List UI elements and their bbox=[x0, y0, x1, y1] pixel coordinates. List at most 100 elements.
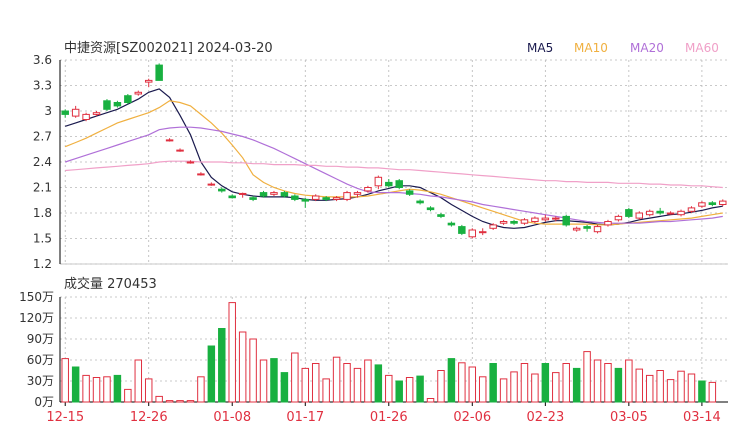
volume-bar bbox=[332, 356, 341, 403]
volume-bar bbox=[698, 380, 706, 403]
ma10-legend: MA10 bbox=[574, 41, 608, 55]
volume-bar bbox=[426, 398, 435, 403]
candle-body bbox=[270, 192, 278, 195]
candle-body bbox=[207, 183, 216, 186]
volume-bar bbox=[437, 370, 445, 403]
candle-body bbox=[478, 231, 487, 234]
candle-body bbox=[103, 100, 111, 110]
candle-body bbox=[322, 197, 330, 200]
candle-body bbox=[520, 219, 529, 224]
candle-body bbox=[395, 180, 403, 188]
candle-body bbox=[113, 102, 122, 107]
date-tick-label: 01-26 bbox=[370, 410, 408, 425]
volume-tick-label: 0万 bbox=[34, 395, 54, 409]
volume-bar bbox=[259, 359, 268, 403]
volume-bar bbox=[593, 359, 602, 403]
candle-body bbox=[708, 202, 717, 206]
volume-bar bbox=[416, 375, 424, 403]
ma5-line bbox=[65, 88, 723, 229]
date-tick-label: 03-14 bbox=[683, 410, 721, 425]
candle-body bbox=[364, 187, 372, 192]
candle-body bbox=[61, 110, 69, 115]
volume-bar bbox=[291, 352, 299, 403]
candle-body bbox=[144, 79, 153, 83]
candle-body bbox=[259, 192, 268, 197]
candle-body bbox=[510, 221, 518, 224]
candle-body bbox=[635, 212, 644, 219]
candle-body bbox=[447, 222, 456, 226]
candle-body bbox=[385, 181, 393, 187]
candle-body bbox=[155, 64, 163, 81]
candle-body bbox=[416, 200, 424, 204]
volume-bar bbox=[405, 377, 414, 403]
volume-bar bbox=[625, 359, 633, 403]
candle-body bbox=[165, 139, 174, 142]
price-tick-label: 2.4 bbox=[33, 155, 52, 169]
volume-y-axis: 150万 120万 90万 60万 30万 0万 bbox=[19, 290, 728, 409]
candle-body bbox=[687, 207, 696, 212]
volume-bar bbox=[165, 400, 174, 403]
volume-bar bbox=[583, 351, 591, 403]
volume-bar bbox=[144, 378, 153, 403]
candle-body bbox=[176, 149, 184, 152]
volume-tick-label: 30万 bbox=[27, 374, 54, 388]
candle-body bbox=[583, 226, 591, 229]
volume-bar bbox=[311, 363, 320, 403]
candle-body bbox=[228, 195, 236, 199]
volume-tick-label: 60万 bbox=[27, 353, 54, 367]
price-tick-label: 3 bbox=[44, 104, 52, 118]
volume-bar bbox=[228, 302, 236, 403]
candle-body bbox=[332, 197, 341, 200]
volume-bar bbox=[155, 395, 163, 403]
volume-tick-label: 90万 bbox=[27, 332, 54, 346]
candle-body bbox=[572, 227, 581, 231]
volume-bar bbox=[677, 370, 685, 403]
candle-body bbox=[374, 176, 383, 187]
candle-body bbox=[82, 113, 90, 121]
volume-bars bbox=[61, 302, 717, 403]
volume-bar bbox=[385, 374, 393, 403]
volume-bar bbox=[353, 367, 362, 403]
candle-body bbox=[197, 173, 205, 176]
candle-body bbox=[604, 221, 612, 226]
date-tick-label: 01-08 bbox=[213, 410, 251, 425]
price-tick-label: 3.6 bbox=[33, 53, 52, 67]
candle-body bbox=[437, 214, 445, 217]
date-axis: 12-15 12-26 01-08 01-17 01-26 02-06 02-23 03-05… bbox=[46, 402, 721, 425]
date-tick-label: 01-17 bbox=[286, 410, 324, 425]
candle-body bbox=[238, 192, 247, 195]
price-y-axis: 3.6 3.3 3 2.7 2.4 2.1 1.8 1.5 1.2 bbox=[33, 53, 61, 271]
price-tick-label: 1.8 bbox=[33, 206, 52, 220]
price-tick-label: 2.1 bbox=[33, 181, 52, 195]
candle-body bbox=[218, 188, 226, 192]
volume-bar bbox=[635, 368, 644, 403]
volume-bar bbox=[71, 366, 80, 403]
volume-bar bbox=[541, 363, 550, 403]
volume-bar bbox=[614, 367, 623, 403]
volume-bar bbox=[447, 358, 456, 403]
volume-bar bbox=[708, 381, 717, 403]
chart-title: 中捷资源[SZ002021] 2024-03-20 bbox=[64, 41, 273, 56]
date-tick-label: 12-15 bbox=[46, 410, 84, 425]
candle-body bbox=[677, 210, 685, 216]
ma20-line bbox=[65, 126, 723, 224]
volume-bar bbox=[364, 359, 372, 403]
candle-body bbox=[280, 192, 289, 197]
volume-bar bbox=[134, 359, 143, 403]
volume-bar bbox=[531, 373, 539, 403]
volume-bar bbox=[374, 364, 383, 403]
candle-body bbox=[301, 198, 310, 202]
volume-bar bbox=[343, 363, 351, 403]
volume-bar bbox=[238, 331, 247, 403]
volume-bar bbox=[322, 378, 330, 403]
volume-bar bbox=[113, 374, 122, 403]
date-tick-label: 12-26 bbox=[130, 410, 168, 425]
price-grid bbox=[60, 59, 728, 265]
candle-body bbox=[124, 95, 132, 103]
candle-body bbox=[134, 91, 143, 95]
candle-body bbox=[541, 217, 550, 221]
candle-body bbox=[405, 190, 414, 195]
volume-bar bbox=[92, 377, 101, 403]
moving-average-lines bbox=[64, 88, 723, 229]
